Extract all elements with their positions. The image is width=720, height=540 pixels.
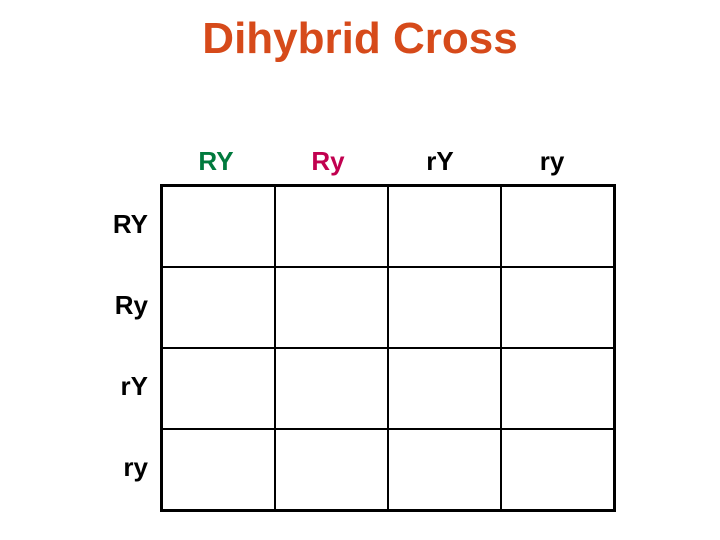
col-header-2: Ry <box>272 146 384 177</box>
table-row <box>162 267 615 348</box>
cell <box>162 429 276 511</box>
row-header-4: ry <box>96 427 148 508</box>
col-header-4: ry <box>496 146 608 177</box>
cell <box>275 429 388 511</box>
cell <box>162 267 276 348</box>
cell <box>275 186 388 268</box>
cell <box>388 429 501 511</box>
row-header-3: rY <box>96 346 148 427</box>
cell <box>388 186 501 268</box>
slide: Dihybrid Cross RY Ry rY ry RY Ry rY ry <box>0 0 720 540</box>
cell <box>501 267 615 348</box>
cell <box>501 429 615 511</box>
table-row <box>162 348 615 429</box>
punnett-square <box>160 184 616 512</box>
cell <box>162 186 276 268</box>
table-row <box>162 429 615 511</box>
col-header-1: RY <box>160 146 272 177</box>
cell <box>501 186 615 268</box>
cell <box>501 348 615 429</box>
column-headers: RY Ry rY ry <box>160 146 608 177</box>
cell <box>162 348 276 429</box>
cell <box>388 267 501 348</box>
row-header-2: Ry <box>96 265 148 346</box>
row-header-1: RY <box>96 184 148 265</box>
cell <box>275 348 388 429</box>
row-headers: RY Ry rY ry <box>96 184 148 508</box>
page-title: Dihybrid Cross <box>0 14 720 64</box>
col-header-3: rY <box>384 146 496 177</box>
cell <box>388 348 501 429</box>
table-row <box>162 186 615 268</box>
cell <box>275 267 388 348</box>
